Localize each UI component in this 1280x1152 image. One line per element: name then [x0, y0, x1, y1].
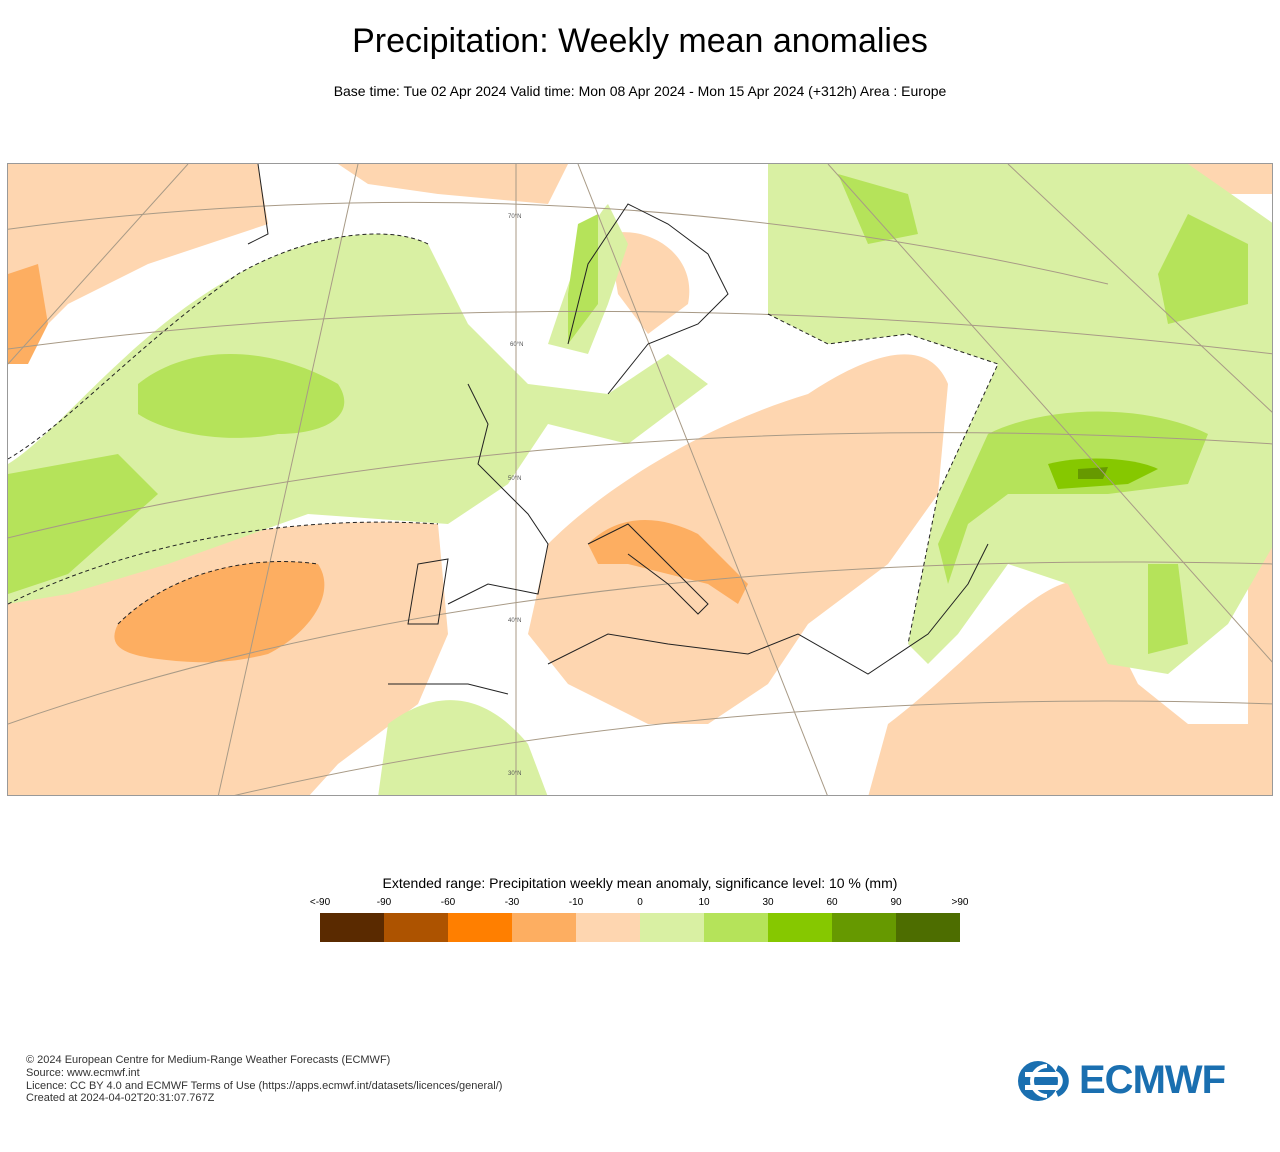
- dry-anomaly-area-greenland-sea: [338, 164, 568, 204]
- legend-swatch: [768, 913, 832, 942]
- legend-label: 0: [637, 897, 643, 908]
- legend-swatch: [704, 913, 768, 942]
- legend-label: >90: [951, 897, 969, 908]
- legend-swatch: [640, 913, 704, 942]
- legend-label: 60: [826, 897, 838, 908]
- legend-title: Extended range: Precipitation weekly mea…: [382, 875, 898, 891]
- legend-swatch: [320, 913, 384, 942]
- wet-anomaly-core-russia: [938, 411, 1208, 584]
- legend-swatch: [384, 913, 448, 942]
- dry-anomaly-area-mediterranean: [528, 354, 948, 724]
- legend-label: 30: [762, 897, 774, 908]
- map-canvas: 70°N 60°N 50°N 40°N 30°N: [8, 164, 1272, 795]
- legend-label: -30: [504, 897, 520, 908]
- legend-label: -90: [376, 897, 392, 908]
- latitude-label-60: 60°N: [510, 342, 523, 348]
- dry-anomaly-area-southeast: [868, 581, 1272, 795]
- legend-label: 90: [890, 897, 902, 908]
- licence-text: Licence: CC BY 4.0 and ECMWF Terms of Us…: [26, 1079, 503, 1092]
- legend-label: 10: [698, 897, 710, 908]
- legend-swatch: [896, 913, 960, 942]
- legend-swatch: [832, 913, 896, 942]
- legend-swatch: [512, 913, 576, 942]
- footer: © 2024 European Centre for Medium-Range …: [26, 1054, 502, 1105]
- latitude-label-30: 30°N: [508, 771, 521, 777]
- page-title: Precipitation: Weekly mean anomalies: [352, 22, 928, 60]
- wet-anomaly-area-north-africa: [378, 700, 548, 795]
- latitude-label-40: 40°N: [508, 618, 521, 624]
- latitude-label-70: 70°N: [508, 214, 521, 220]
- dry-anomaly-area-northwest: [8, 164, 268, 364]
- ecmwf-logo-icon: [1018, 1060, 1075, 1101]
- dry-anomaly-core-italy: [588, 520, 748, 604]
- dry-anomaly-core-atlantic: [114, 561, 325, 663]
- legend-label: -60: [440, 897, 456, 908]
- created-text: Created at 2024-04-02T20:31:07.767Z: [26, 1092, 215, 1105]
- copyright-text: © 2024 European Centre for Medium-Range …: [26, 1054, 391, 1066]
- anomaly-map[interactable]: 70°N 60°N 50°N 40°N 30°N: [7, 163, 1273, 796]
- wet-anomaly-area-atlantic: [8, 234, 708, 604]
- legend-color-bar: [320, 913, 960, 942]
- latitude-label-50: 50°N: [508, 476, 521, 482]
- wet-anomaly-area-russia: [768, 164, 1272, 674]
- legend-labels: <-90 -90 -60 -30 -10 0 10 30 60 90 >90: [310, 897, 969, 911]
- source-text: Source: www.ecmwf.int: [26, 1066, 140, 1079]
- legend-label: -10: [568, 897, 584, 908]
- legend-swatch: [448, 913, 512, 942]
- page-subtitle: Base time: Tue 02 Apr 2024 Valid time: M…: [333, 83, 947, 99]
- legend-swatch: [576, 913, 640, 942]
- ecmwf-logo: ECMWF: [1017, 1058, 1226, 1103]
- ecmwf-logo-text: ECMWF: [1079, 1058, 1226, 1102]
- legend-label: <-90: [309, 897, 331, 908]
- wet-anomaly-core-atlantic: [138, 354, 345, 438]
